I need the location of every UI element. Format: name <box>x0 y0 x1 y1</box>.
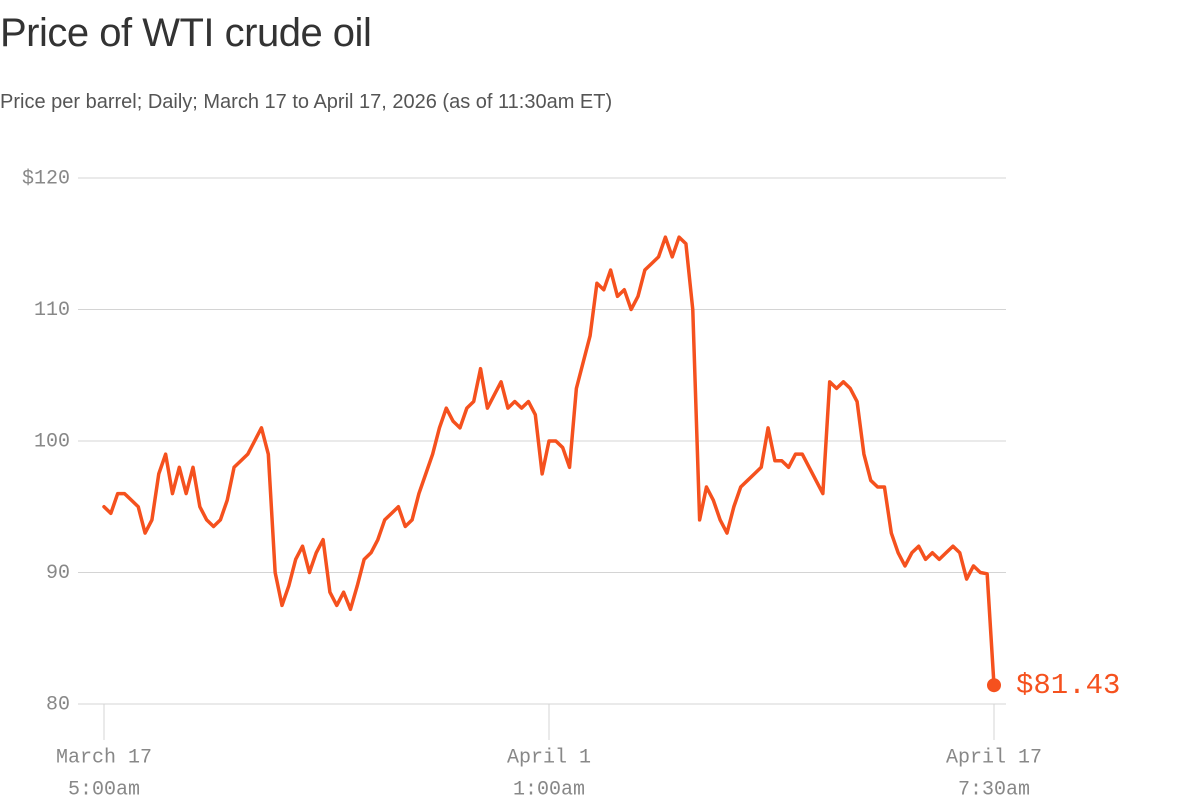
y-tick-label: 110 <box>34 299 70 322</box>
x-tick-label: March 17 <box>56 746 152 769</box>
price-line <box>102 235 996 687</box>
chart-title: Price of WTI crude oil <box>0 11 371 55</box>
end-label: $81.43 <box>1016 669 1120 702</box>
x-tick-label: 1:00am <box>513 778 585 801</box>
x-tick-label: 7:30am <box>958 778 1030 801</box>
y-tick-label: 90 <box>46 562 70 585</box>
x-tick-label: April 1 <box>507 746 591 769</box>
y-tick-label: $120 <box>22 167 70 190</box>
y-tick-label: 80 <box>46 693 70 716</box>
x-tick-label: 5:00am <box>68 778 140 801</box>
chart-subtitle: Price per barrel; Daily; March 17 to Apr… <box>0 91 612 113</box>
end-point <box>987 678 1001 693</box>
y-tick-label: 100 <box>34 430 70 453</box>
x-tick-label: April 17 <box>946 746 1042 769</box>
